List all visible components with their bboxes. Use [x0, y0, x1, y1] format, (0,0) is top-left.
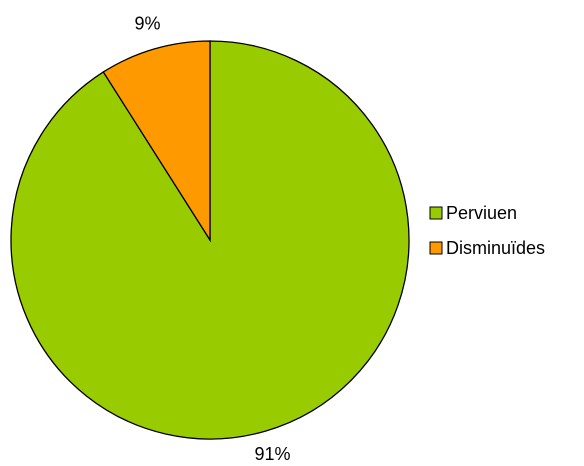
- data-label: 91%: [254, 444, 290, 464]
- data-label: 9%: [134, 14, 160, 34]
- legend-swatch: [429, 206, 443, 220]
- legend-label: Disminuïdes: [446, 238, 545, 258]
- pie-slice: [102, 40, 211, 243]
- legend-label: Perviuen: [446, 203, 517, 223]
- legend-swatch: [429, 241, 443, 255]
